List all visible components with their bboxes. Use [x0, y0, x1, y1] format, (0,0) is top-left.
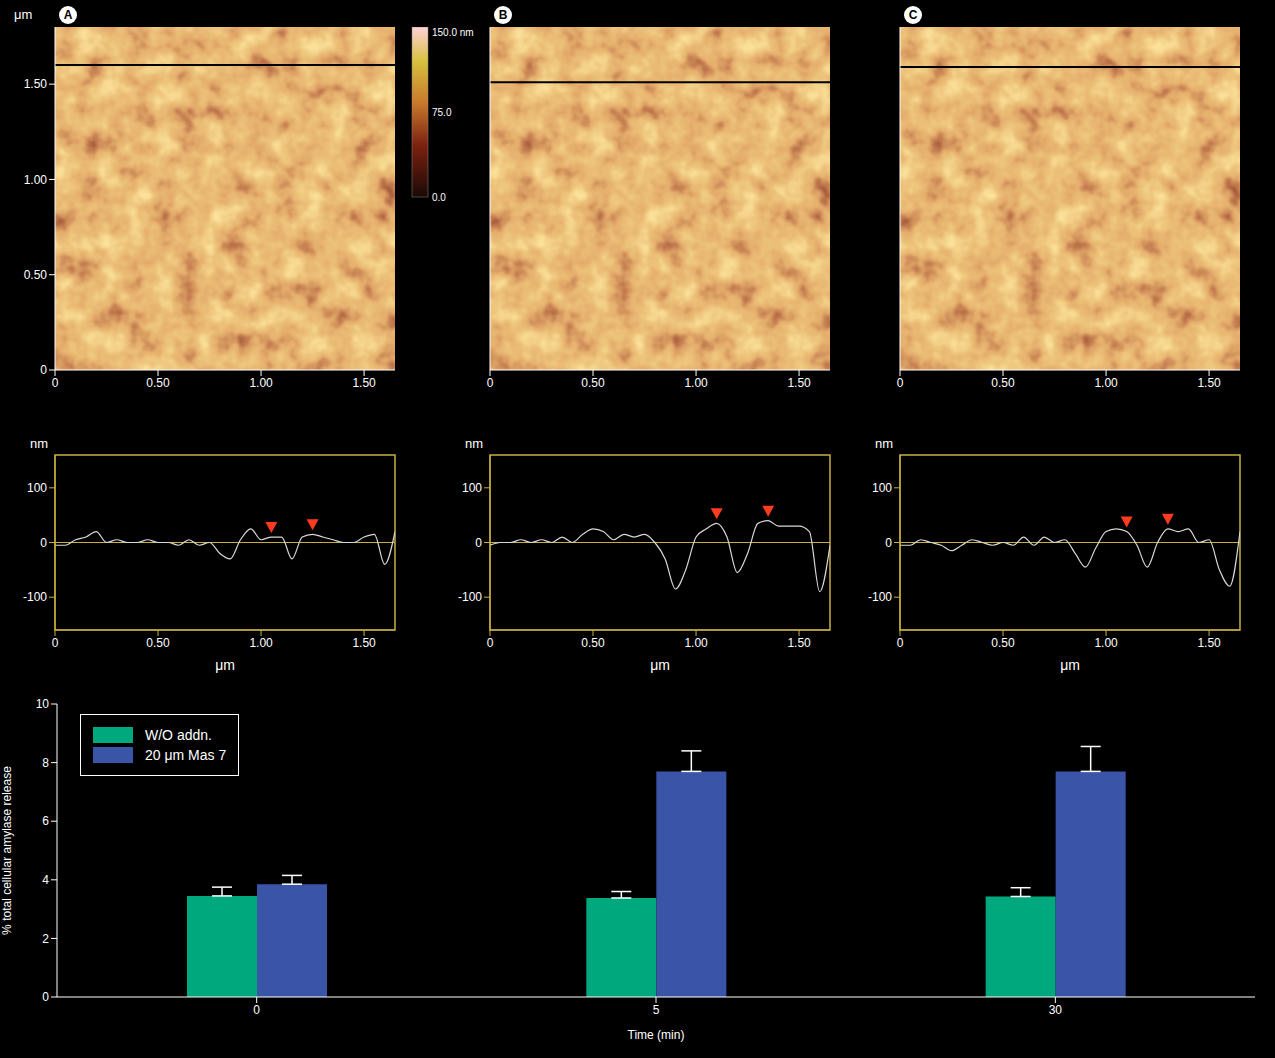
svg-text:0: 0	[897, 636, 904, 650]
svg-text:0.50: 0.50	[581, 636, 605, 650]
svg-text:1.50: 1.50	[1197, 636, 1221, 650]
html-text:20 μm Mas 7: 20 μm Mas 7	[145, 747, 227, 763]
svg-text:μm: μm	[1060, 657, 1080, 673]
svg-text:0.50: 0.50	[991, 636, 1015, 650]
svg-text:0.50: 0.50	[24, 268, 48, 282]
svg-text:4: 4	[42, 873, 49, 887]
svg-text:100: 100	[462, 481, 482, 495]
html-text:C: C	[908, 8, 918, 22]
svg-text:0: 0	[885, 536, 892, 550]
html-text:nm: nm	[30, 436, 49, 451]
svg-text:5: 5	[653, 1003, 660, 1017]
svg-text:0: 0	[42, 990, 49, 1004]
svg-text:8: 8	[42, 756, 49, 770]
svg-text:100: 100	[27, 481, 47, 495]
html-text:A: A	[63, 8, 73, 22]
svg-text:-100: -100	[23, 590, 47, 604]
html-text:W/O addn.: W/O addn.	[145, 727, 212, 743]
svg-text:150.0 nm: 150.0 nm	[432, 27, 474, 38]
svg-text:Time (min): Time (min)	[628, 1028, 685, 1042]
svg-text:0.50: 0.50	[991, 376, 1015, 390]
svg-text:1.50: 1.50	[352, 636, 376, 650]
svg-text:0: 0	[475, 536, 482, 550]
svg-text:0: 0	[52, 636, 59, 650]
svg-text:1.50: 1.50	[352, 376, 376, 390]
svg-text:0: 0	[253, 1003, 260, 1017]
svg-text:75.0: 75.0	[432, 107, 452, 118]
svg-text:1.00: 1.00	[684, 636, 708, 650]
svg-text:1.00: 1.00	[1094, 636, 1118, 650]
svg-text:6: 6	[42, 814, 49, 828]
svg-text:1.50: 1.50	[24, 77, 48, 91]
svg-text:-100: -100	[458, 590, 482, 604]
html-text:B: B	[498, 8, 508, 22]
html-text:nm: nm	[465, 436, 484, 451]
svg-text:% total cellular amylase relea: % total cellular amylase release	[0, 766, 14, 935]
svg-text:μm: μm	[215, 657, 235, 673]
svg-text:μm: μm	[650, 657, 670, 673]
svg-text:0: 0	[897, 376, 904, 390]
svg-text:0.50: 0.50	[146, 636, 170, 650]
svg-text:30: 30	[1049, 1003, 1063, 1017]
svg-text:0.50: 0.50	[146, 376, 170, 390]
svg-text:1.50: 1.50	[787, 636, 811, 650]
svg-text:1.00: 1.00	[249, 636, 273, 650]
html-text:μm: μm	[14, 7, 33, 22]
svg-text:0.50: 0.50	[581, 376, 605, 390]
svg-text:1.50: 1.50	[1197, 376, 1221, 390]
svg-text:-100: -100	[868, 590, 892, 604]
html-text:nm: nm	[875, 436, 894, 451]
svg-text:1.00: 1.00	[684, 376, 708, 390]
svg-text:0: 0	[40, 363, 47, 377]
svg-text:10: 10	[36, 697, 50, 711]
svg-text:0: 0	[52, 376, 59, 390]
svg-text:1.00: 1.00	[1094, 376, 1118, 390]
svg-text:100: 100	[872, 481, 892, 495]
svg-text:1.50: 1.50	[787, 376, 811, 390]
svg-text:0.0: 0.0	[432, 192, 446, 203]
svg-text:0: 0	[487, 376, 494, 390]
svg-text:1.00: 1.00	[249, 376, 273, 390]
svg-text:2: 2	[42, 932, 49, 946]
svg-text:0: 0	[40, 536, 47, 550]
svg-text:1.00: 1.00	[24, 173, 48, 187]
svg-text:0: 0	[487, 636, 494, 650]
